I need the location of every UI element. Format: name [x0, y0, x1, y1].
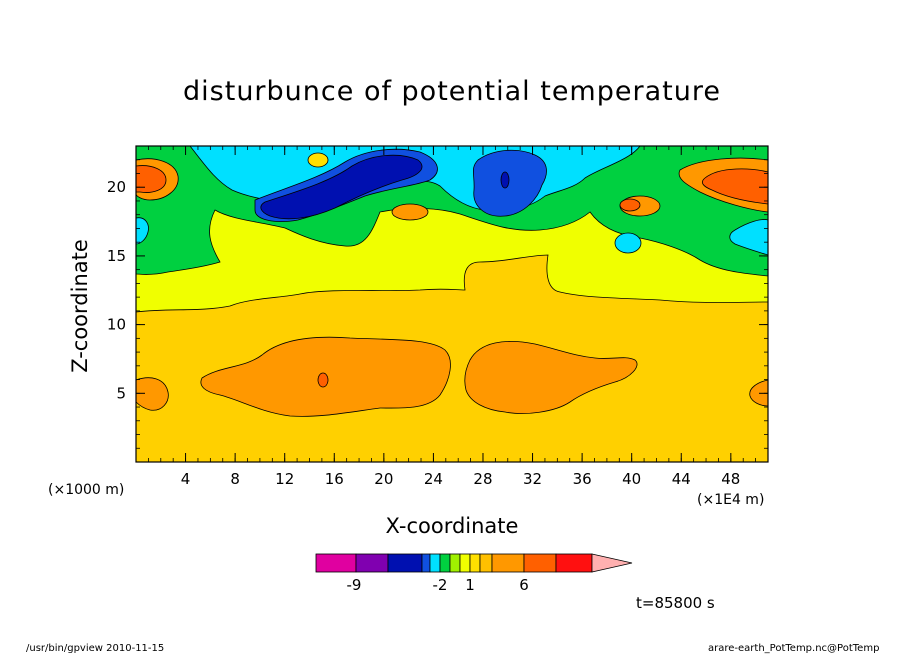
x-tick-label: 44 — [672, 470, 691, 488]
x-tick-label: 48 — [721, 470, 740, 488]
field-cyan-right — [729, 219, 768, 256]
colorbar-tick-label: -9 — [347, 576, 362, 594]
colorbar-box — [355, 553, 389, 573]
x-axis-ticks: 4 8 12 16 20 24 28 32 36 40 44 48 — [135, 146, 769, 488]
x-tick-label: 12 — [275, 470, 294, 488]
colorbar-box — [491, 553, 525, 573]
y-tick-label: 5 — [116, 384, 126, 402]
x-tick-label: 16 — [325, 470, 344, 488]
colorbar-arrow — [591, 553, 633, 573]
field-orange-lower-2 — [464, 341, 638, 414]
field-cyan-left — [136, 217, 149, 245]
colorbar-tick-label: 6 — [519, 576, 529, 594]
x-tick-label: 36 — [573, 470, 592, 488]
x-axis-label: X-coordinate — [385, 514, 519, 538]
footer-right-text: arare-earth_PotTemp.nc@PotTemp — [708, 643, 880, 654]
colorbar-box — [387, 553, 423, 573]
field-orange-lower-right — [749, 379, 768, 407]
colorbar-box — [479, 553, 493, 573]
contour-fields — [136, 146, 768, 462]
field-blue-2 — [472, 149, 547, 217]
x-tick-label: 4 — [181, 470, 191, 488]
x-tick-label: 40 — [622, 470, 641, 488]
field-orange-blob-1 — [391, 203, 429, 221]
chart-title: disturbunce of potential temperature — [183, 76, 721, 107]
x-tick-label: 32 — [523, 470, 542, 488]
y-tick-label: 20 — [107, 178, 126, 196]
y-tick-label: 10 — [107, 316, 126, 334]
footer-left-text: /usr/bin/gpview 2010-11-15 — [26, 643, 165, 654]
colorbar-box — [315, 553, 357, 573]
field-red-topright — [701, 168, 768, 205]
field-red-topleft — [136, 165, 167, 193]
colorbar-box — [439, 553, 451, 573]
x-tick-label: 28 — [473, 470, 492, 488]
colorbar-box — [449, 553, 461, 573]
x-tick-label: 8 — [230, 470, 240, 488]
field-orange-lower-left — [136, 377, 169, 411]
colorbar-tick-label: -2 — [433, 576, 448, 594]
x-unit-left-label: (×1000 m) — [48, 482, 125, 498]
field-blue-dot — [500, 171, 510, 189]
y-tick-label: 15 — [107, 247, 126, 265]
x-unit-right-label: (×1E4 m) — [697, 492, 765, 508]
colorbar-box — [429, 553, 441, 573]
field-red-blob-2 — [619, 198, 641, 212]
field-yellow-blob — [307, 152, 329, 168]
x-tick-label: 24 — [424, 470, 443, 488]
colorbar-box — [469, 553, 481, 573]
field-blue-3 — [260, 154, 423, 220]
colorbar-box — [459, 553, 471, 573]
colorbar-box — [555, 553, 593, 573]
field-cyan-small — [614, 232, 642, 254]
y-axis-ticks: 5 10 15 20 — [107, 145, 768, 463]
plot-frame — [135, 145, 769, 463]
field-orange-dot — [317, 372, 329, 388]
colorbar-tick-label: 1 — [465, 576, 475, 594]
colorbar-box — [421, 553, 431, 573]
time-label: t=85800 s — [636, 594, 715, 612]
x-tick-label: 20 — [374, 470, 393, 488]
colorbar-box — [523, 553, 557, 573]
